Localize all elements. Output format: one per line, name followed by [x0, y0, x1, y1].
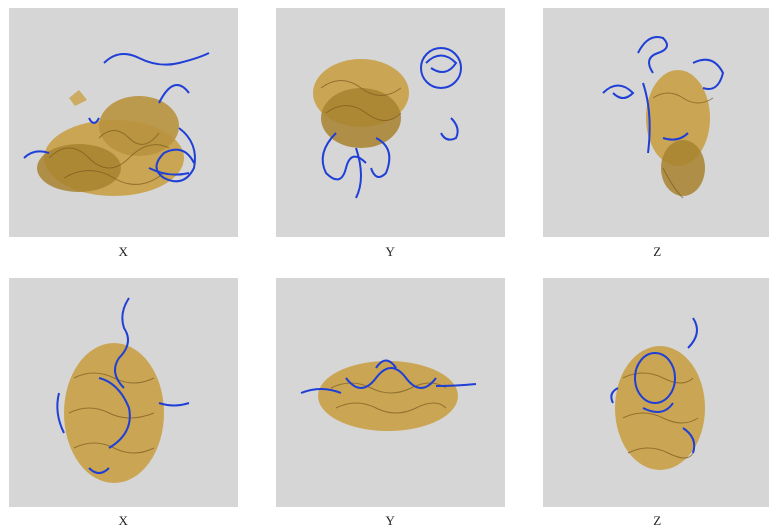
molecule-render-bottom-z — [610, 317, 705, 470]
panel-label: X — [118, 244, 129, 259]
molecule-render-top-y — [313, 47, 462, 199]
molecule-render-bottom-x — [56, 297, 190, 483]
structure-view-top-y — [276, 8, 505, 237]
panel-label: Y — [385, 244, 396, 259]
structure-view-top-z — [543, 8, 769, 237]
panel-label: Y — [385, 513, 396, 528]
molecule-render-top-x — [23, 52, 210, 196]
structure-view-top-x — [9, 8, 238, 237]
structure-view-bottom-z — [543, 278, 769, 507]
molecule-render-top-z — [602, 36, 725, 199]
panel-label: Z — [653, 244, 662, 259]
molecule-render-bottom-y — [300, 359, 477, 431]
structure-view-bottom-x — [9, 278, 238, 507]
panel-label: X — [118, 513, 129, 528]
structure-view-bottom-y — [276, 278, 505, 507]
panel-label: Z — [653, 513, 662, 528]
